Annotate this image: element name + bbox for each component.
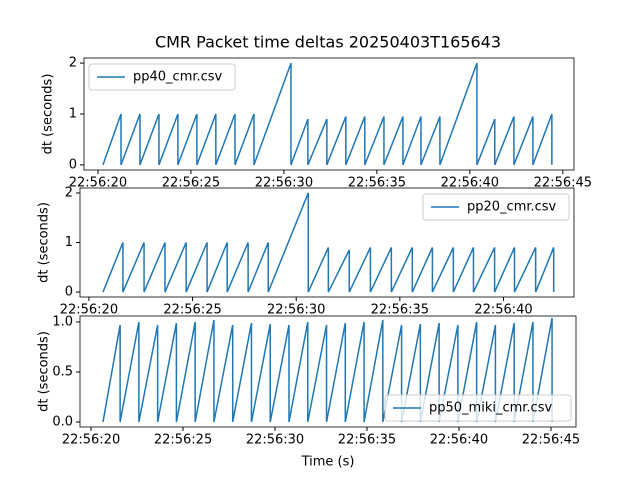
x-tick-label: 22:56:35 bbox=[348, 176, 406, 191]
x-axis-label: Time (s) bbox=[301, 455, 355, 470]
y-tick-label: 0 bbox=[69, 157, 77, 172]
y-axis-label: dt (seconds) bbox=[37, 202, 52, 283]
figure-title: CMR Packet time deltas 20250403T165643 bbox=[155, 33, 501, 52]
legend-label: pp20_cmr.csv bbox=[467, 200, 557, 215]
x-tick-label: 22:56:25 bbox=[154, 433, 212, 448]
x-tick-label: 22:56:45 bbox=[534, 176, 592, 191]
plot-frame bbox=[83, 57, 575, 171]
x-tick-label: 22:56:20 bbox=[62, 433, 120, 448]
y-tick-label: 1 bbox=[65, 235, 73, 250]
x-tick-label: 22:56:25 bbox=[162, 176, 220, 191]
x-tick-label: 22:56:40 bbox=[441, 176, 499, 191]
y-axis-label: dt (seconds) bbox=[37, 331, 52, 412]
y-tick-label: 0.0 bbox=[52, 415, 73, 430]
legend-box bbox=[422, 193, 570, 221]
plot-frame bbox=[79, 187, 575, 298]
legend-label: pp50_miki_cmr.csv bbox=[429, 401, 552, 416]
x-tick-label: 22:56:35 bbox=[338, 433, 396, 448]
legend-label: pp40_cmr.csv bbox=[133, 70, 223, 85]
x-tick-label: 22:56:30 bbox=[267, 303, 325, 318]
data-line bbox=[102, 317, 553, 423]
legend-box bbox=[384, 394, 572, 422]
x-tick-label: 22:56:30 bbox=[255, 176, 313, 191]
y-axis-label: dt (seconds) bbox=[41, 74, 56, 155]
x-tick-label: 22:56:45 bbox=[522, 433, 580, 448]
plot-frame bbox=[79, 315, 577, 428]
x-tick-label: 22:56:40 bbox=[430, 433, 488, 448]
y-tick-label: 0.5 bbox=[52, 365, 73, 380]
x-tick-label: 22:56:20 bbox=[69, 176, 127, 191]
y-tick-label: 2 bbox=[69, 56, 77, 71]
y-tick-label: 1.0 bbox=[52, 315, 73, 330]
x-tick-label: 22:56:40 bbox=[474, 303, 532, 318]
data-line bbox=[102, 192, 555, 293]
y-tick-label: 1 bbox=[69, 107, 77, 122]
y-tick-label: 2 bbox=[65, 185, 73, 200]
y-tick-label: 0 bbox=[65, 285, 73, 300]
legend-box bbox=[88, 63, 236, 91]
x-tick-label: 22:56:25 bbox=[163, 303, 221, 318]
data-line bbox=[102, 62, 553, 166]
x-tick-label: 22:56:35 bbox=[371, 303, 429, 318]
x-tick-label: 22:56:20 bbox=[60, 303, 118, 318]
x-tick-label: 22:56:30 bbox=[246, 433, 304, 448]
